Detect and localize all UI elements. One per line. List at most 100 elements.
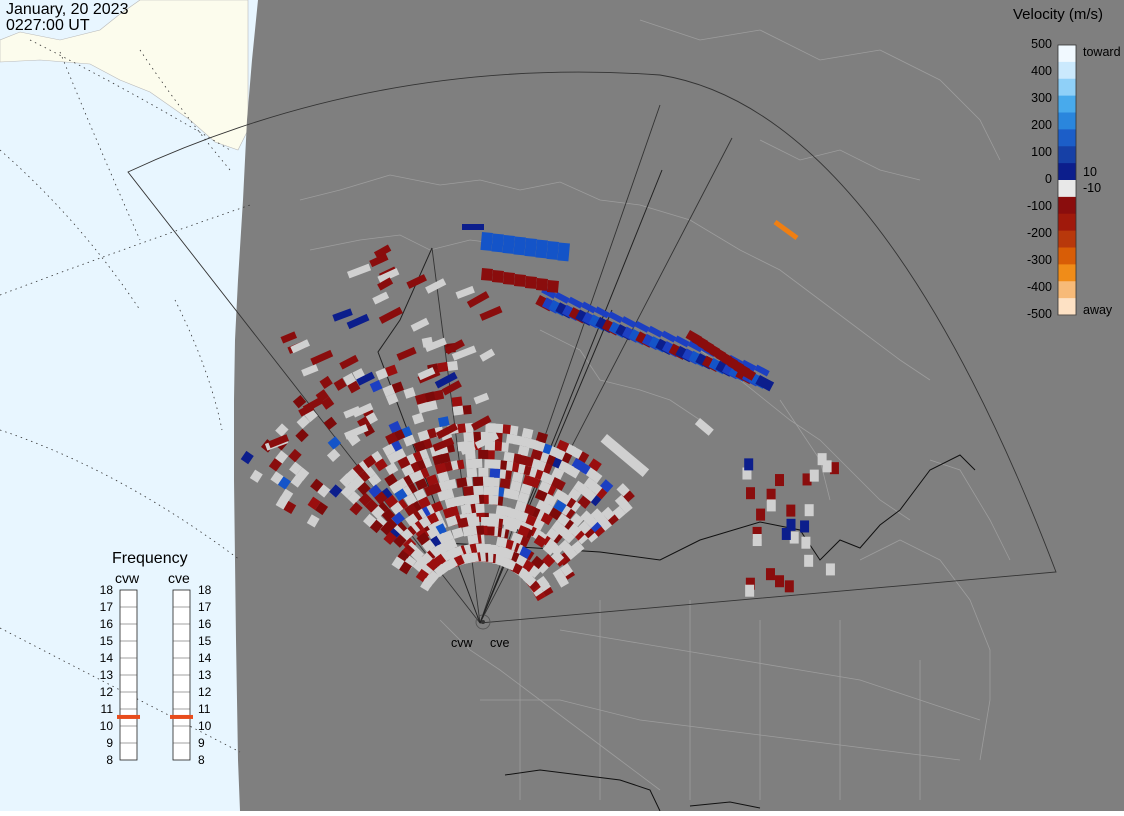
colorbar-tick: 500 <box>1031 37 1052 51</box>
colorbar-tick: 300 <box>1031 91 1052 105</box>
radar-cell <box>479 305 503 321</box>
radar-cell <box>552 568 566 582</box>
radar-cell <box>647 325 664 338</box>
radar-cell <box>455 285 475 299</box>
radar-cell <box>369 519 384 534</box>
radar-cell <box>511 471 524 483</box>
radar-cell <box>347 380 361 394</box>
colorbar-segment <box>1058 146 1076 164</box>
radar-cell <box>364 499 379 513</box>
frequency-marker <box>117 714 140 719</box>
radar-cell <box>745 577 755 590</box>
radar-cell <box>746 487 756 500</box>
radar-cell <box>347 433 361 447</box>
radar-cell <box>382 443 396 457</box>
radar-cell <box>745 584 755 597</box>
radar-cell <box>756 508 766 521</box>
radar-cell <box>517 445 530 457</box>
radar-cell <box>277 476 291 490</box>
radar-cell <box>522 474 535 487</box>
radar-cell <box>556 439 570 452</box>
frequency-tick: 10 <box>99 719 113 733</box>
frequency-tick: 17 <box>198 600 212 614</box>
radar-cell <box>415 568 429 583</box>
radar-cell <box>385 432 399 445</box>
radar-cell <box>367 473 382 487</box>
radar-cell <box>382 384 396 397</box>
radar-cell <box>356 371 375 386</box>
borders <box>442 454 976 812</box>
frequency-tick: 9 <box>198 736 205 750</box>
radar-cell <box>601 506 615 521</box>
colorbar-tick: 400 <box>1031 64 1052 78</box>
radar-cell <box>434 371 458 389</box>
radar-cell <box>590 508 605 522</box>
radar-cell <box>412 558 426 573</box>
radar-streak <box>773 219 799 241</box>
radar-cell <box>425 278 447 294</box>
radar-cell <box>307 496 321 511</box>
radar-cell <box>301 364 319 377</box>
radar-cell <box>786 518 796 531</box>
radar-cell <box>752 534 762 547</box>
time-label: 0227:00 UT <box>6 17 90 34</box>
radar-cell <box>432 437 455 452</box>
radar-cell <box>462 525 474 537</box>
radar-cell <box>822 460 832 473</box>
colorbar-tick: -500 <box>1026 307 1052 321</box>
radar-cell <box>385 364 398 377</box>
radar-cell <box>520 483 533 495</box>
radar-cell <box>280 331 298 344</box>
radar-cell <box>580 510 594 524</box>
radar-cell <box>447 360 459 372</box>
radar-cell <box>444 497 457 509</box>
colorbar-tick: -200 <box>1026 226 1052 240</box>
radar-cell <box>314 501 329 516</box>
colorbar-tick: -400 <box>1026 280 1052 294</box>
radar-cell <box>372 291 390 305</box>
radar-cell <box>275 496 289 510</box>
radar-cell <box>535 499 549 513</box>
radar-cell <box>546 240 559 260</box>
radar-cell <box>406 274 427 289</box>
radar-cell <box>560 563 574 577</box>
radar-cell <box>478 449 489 460</box>
colorbar-segment <box>1058 163 1076 181</box>
radar-cell <box>417 429 430 442</box>
radar-cell <box>551 467 565 480</box>
radar-cell <box>456 477 468 488</box>
radar-cell <box>494 545 506 557</box>
radar-cell <box>302 396 325 413</box>
radar-cell <box>357 416 371 430</box>
radar-cell <box>479 348 496 362</box>
frequency-tick: 9 <box>106 736 113 750</box>
radar-cell <box>369 253 389 268</box>
radar-cell <box>517 491 530 504</box>
radar-cell <box>275 450 289 464</box>
radar-cell <box>616 483 630 497</box>
radar-cell <box>452 405 464 416</box>
radar-cell <box>607 311 624 324</box>
radar-cell <box>304 408 318 423</box>
colorbar-segment <box>1058 196 1076 215</box>
colorbar-title: Velocity (m/s) <box>1013 6 1104 23</box>
radar-cell <box>594 306 610 319</box>
radar-cell <box>347 491 361 505</box>
radar-cell <box>323 416 338 430</box>
radar-cell <box>775 575 785 588</box>
frequency-tick: 13 <box>99 668 113 682</box>
radar-cell <box>551 520 565 534</box>
radar-cell <box>290 339 311 354</box>
frequency-radar2: cve <box>168 570 190 586</box>
radar-cell <box>556 513 571 527</box>
radar-cell <box>784 580 794 593</box>
radar-cell <box>437 361 449 373</box>
radar-cell <box>535 239 548 259</box>
radar-cell <box>391 556 405 570</box>
frequency-tick: 16 <box>198 617 212 631</box>
radar-cell <box>403 434 416 447</box>
radar-cell <box>275 423 289 437</box>
frequency-title: Frequency <box>112 550 188 567</box>
radar-cell <box>774 474 784 487</box>
radar-cell <box>765 568 775 581</box>
